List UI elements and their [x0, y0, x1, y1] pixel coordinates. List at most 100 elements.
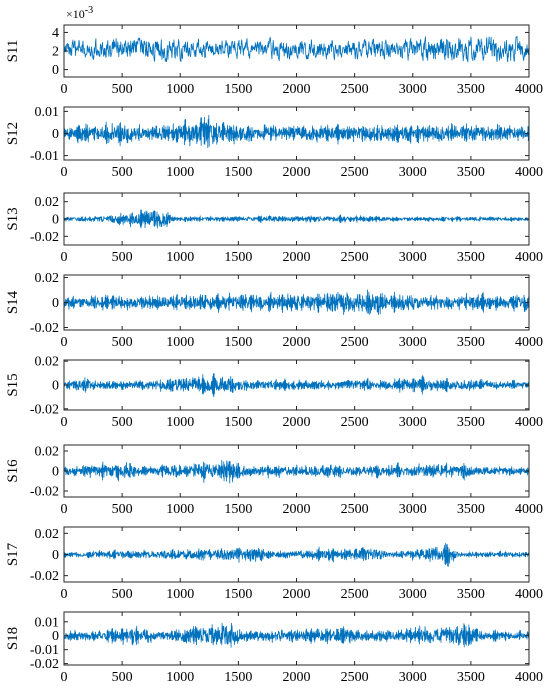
y-tick-label: -0.02 — [30, 485, 59, 500]
x-tick-label: 1500 — [224, 82, 252, 97]
x-tick-label: 3500 — [457, 670, 485, 685]
x-tick-label: 2000 — [283, 165, 311, 180]
chart-panel-s17: 0 500 1000 1500 2000 2500 3000 3500 4000-0.0200.… — [5, 526, 543, 602]
x-tick-label: 1500 — [224, 502, 252, 517]
series-line-s14 — [64, 289, 529, 316]
y-tick-label: 0.01 — [35, 615, 60, 630]
x-tick-label: 3500 — [457, 165, 485, 180]
x-tick-label: 4000 — [515, 335, 543, 350]
x-tick-label: 0 — [61, 587, 68, 602]
y-tick-label: 0 — [52, 465, 59, 480]
x-tick-label: 500 — [112, 165, 133, 180]
x-tick-label: 0 — [61, 335, 68, 350]
series-line-s17 — [64, 542, 529, 567]
series-line-s15 — [64, 373, 529, 398]
y-tick-label: 0 — [52, 379, 59, 394]
x-tick-label: 4000 — [515, 415, 543, 430]
x-tick-label: 2000 — [283, 670, 311, 685]
x-tick-label: 1000 — [166, 335, 194, 350]
x-tick-label: 2000 — [283, 415, 311, 430]
y-tick-label: -0.01 — [30, 643, 59, 658]
y-exponent-label: ×10-3 — [66, 5, 93, 21]
x-tick-label: 2500 — [341, 415, 369, 430]
series-line-s18 — [64, 622, 529, 648]
x-tick-label: 3500 — [457, 335, 485, 350]
y-tick-label: 0.02 — [35, 355, 60, 370]
y-axis-label: S18 — [5, 627, 21, 650]
x-tick-label: 1000 — [166, 165, 194, 180]
y-tick-label: -0.02 — [30, 569, 59, 584]
x-tick-label: 0 — [61, 82, 68, 97]
x-tick-label: 1500 — [224, 415, 252, 430]
x-tick-label: 0 — [61, 250, 68, 265]
x-tick-label: 2500 — [341, 587, 369, 602]
chart-panel-s16: 0 500 1000 1500 2000 2500 3000 3500 4000-0.0200.… — [5, 444, 543, 517]
x-tick-label: 3000 — [399, 250, 427, 265]
x-tick-label: 500 — [112, 415, 133, 430]
y-axis-label: S17 — [5, 542, 21, 566]
x-tick-label: 3000 — [399, 82, 427, 97]
y-axis-label: S16 — [5, 459, 21, 483]
x-tick-label: 0 — [61, 415, 68, 430]
x-tick-label: 2500 — [341, 165, 369, 180]
x-tick-label: 2500 — [341, 82, 369, 97]
series-line-s12 — [64, 114, 529, 149]
x-tick-label: 4000 — [515, 82, 543, 97]
chart-panel-s12: 0 500 1000 1500 2000 2500 3000 3500 4000-0.0100.… — [5, 105, 543, 180]
x-tick-label: 2500 — [341, 670, 369, 685]
x-tick-label: 500 — [112, 670, 133, 685]
x-tick-label: 2000 — [283, 82, 311, 97]
x-tick-label: 0 — [61, 502, 68, 517]
x-tick-label: 0 — [61, 670, 68, 685]
x-tick-label: 3500 — [457, 587, 485, 602]
x-tick-label: 2000 — [283, 335, 311, 350]
x-tick-label: 4000 — [515, 165, 543, 180]
x-tick-label: 4000 — [515, 250, 543, 265]
chart-panel-s18: 0 500 1000 1500 2000 2500 3000 3500 4000 -0.02-0.… — [5, 611, 543, 685]
x-tick-label: 3000 — [399, 165, 427, 180]
y-tick-label: 0 — [52, 127, 59, 142]
x-tick-label: 3000 — [399, 670, 427, 685]
chart-panel-s11: 0 500 1000 1500 2000 2500 3000 3500 4000 0 2 4 S11 ×1… — [5, 5, 543, 97]
y-tick-label: 4 — [52, 26, 59, 41]
y-axis-label: S11 — [5, 40, 21, 63]
x-tick-label: 3500 — [457, 82, 485, 97]
y-tick-label: 0.01 — [35, 105, 60, 120]
x-tick-label: 1000 — [166, 82, 194, 97]
x-tick-label: 1000 — [166, 587, 194, 602]
x-tick-label: 2000 — [283, 502, 311, 517]
x-tick-label: 1500 — [224, 250, 252, 265]
x-tick-label: 3000 — [399, 415, 427, 430]
x-tick-label: 500 — [112, 82, 133, 97]
x-tick-label: 2500 — [341, 250, 369, 265]
x-tick-label: 3000 — [399, 335, 427, 350]
x-tick-label: 3000 — [399, 502, 427, 517]
y-tick-label: -0.01 — [30, 149, 59, 164]
x-tick-label: 2000 — [283, 587, 311, 602]
y-tick-label: 0 — [52, 296, 59, 311]
y-tick-label: 0 — [52, 548, 59, 563]
x-tick-label: 4000 — [515, 670, 543, 685]
y-axis-label: S15 — [5, 373, 21, 396]
chart-panel-s14: 0 500 1000 1500 2000 2500 3000 3500 4000-0.0200.… — [5, 271, 543, 350]
y-axis-label: S12 — [5, 122, 21, 145]
x-tick-label: 2500 — [341, 335, 369, 350]
x-tick-label: 3500 — [457, 250, 485, 265]
x-tick-label: 4000 — [515, 587, 543, 602]
y-tick-label: -0.02 — [30, 657, 59, 672]
x-tick-label: 1000 — [166, 250, 194, 265]
x-tick-label: 1500 — [224, 335, 252, 350]
y-axis-label: S14 — [5, 290, 21, 314]
x-tick-label: 500 — [112, 335, 133, 350]
x-tick-label: 500 — [112, 502, 133, 517]
y-tick-label: 0.02 — [35, 195, 60, 210]
y-tick-label: 2 — [52, 45, 59, 60]
y-tick-label: 0 — [52, 629, 59, 644]
x-tick-label: 1000 — [166, 502, 194, 517]
y-tick-label: 0.02 — [35, 445, 60, 460]
y-tick-label: 0.02 — [35, 271, 60, 286]
y-tick-label: -0.02 — [30, 230, 59, 245]
series-line-s11 — [64, 35, 529, 63]
x-tick-label: 2500 — [341, 502, 369, 517]
